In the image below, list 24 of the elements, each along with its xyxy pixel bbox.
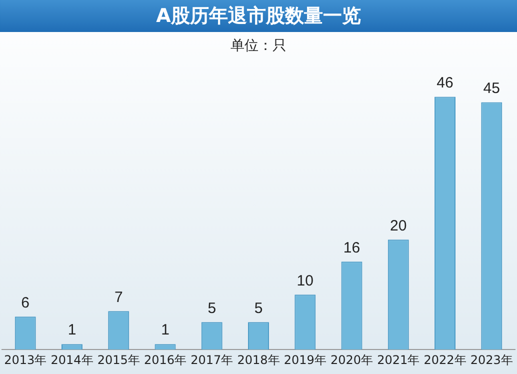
x-tick-label: 2014年 — [50, 352, 94, 367]
data-label: 7 — [114, 288, 123, 306]
x-tick-label: 2022年 — [424, 352, 466, 367]
chart-title: A股历年退市股数量一览 — [0, 0, 517, 32]
data-label: 5 — [254, 300, 263, 317]
x-tick-label: 2017年 — [190, 352, 234, 367]
data-label: 46 — [436, 74, 454, 92]
x-tick-label: 2013年 — [4, 352, 47, 367]
x-tick-label: 2016年 — [144, 352, 187, 367]
data-label: 10 — [296, 272, 314, 290]
data-label: 5 — [208, 300, 216, 317]
chart-subtitle: 单位：只 — [230, 38, 286, 54]
data-label: 1 — [161, 322, 170, 339]
x-tick-label: 2021年 — [377, 352, 420, 367]
x-tick-label: 2023年 — [470, 352, 513, 367]
data-label: 16 — [343, 239, 360, 256]
x-tick-label: 2018年 — [237, 352, 280, 367]
x-tick-label: 2020年 — [330, 352, 374, 367]
data-label: 45 — [483, 80, 500, 97]
data-label: 1 — [68, 322, 76, 339]
data-label: 20 — [390, 217, 407, 234]
x-tick-label: 2019年 — [284, 352, 326, 367]
x-tick-label: 2015年 — [97, 352, 140, 367]
data-label: 6 — [21, 294, 30, 312]
